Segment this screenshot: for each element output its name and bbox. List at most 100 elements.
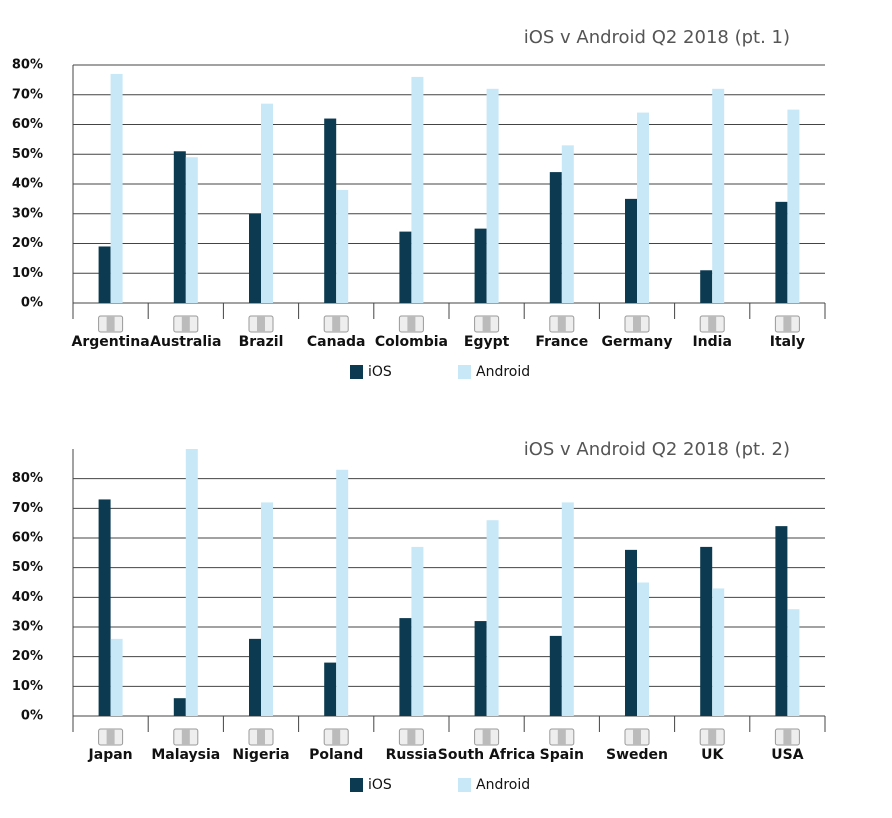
bar (336, 469, 349, 716)
bar (173, 151, 186, 303)
y-tick-label: 40% (12, 590, 43, 605)
y-tick-label: 10% (12, 266, 43, 281)
flag-stripe (332, 729, 341, 745)
bar (486, 520, 499, 716)
flag-stripe (257, 729, 265, 745)
bar (637, 112, 649, 303)
flag-stripe (407, 729, 416, 745)
y-tick-label: 80% (12, 471, 43, 486)
x-tick-label: Argentina (72, 334, 150, 350)
bar (399, 618, 412, 716)
x-tick-label: India (692, 334, 731, 350)
x-tick-label: UK (701, 747, 724, 763)
y-tick-label: 10% (12, 679, 43, 694)
legend-label: Android (476, 364, 530, 380)
bar (324, 662, 337, 716)
x-tick-label: South Africa (438, 747, 536, 763)
y-tick-label: 70% (12, 87, 43, 102)
x-tick-label: Russia (386, 747, 438, 763)
chart-title: iOS v Android Q2 2018 (pt. 1) (524, 27, 790, 48)
bar (700, 546, 713, 716)
flag-stripe (557, 316, 566, 332)
x-tick-label: Colombia (375, 334, 448, 350)
flag-stripe (106, 729, 115, 745)
bar (110, 638, 123, 716)
bar (185, 449, 198, 716)
x-tick-label: Nigeria (232, 747, 289, 763)
bar (787, 109, 800, 303)
bar (411, 546, 424, 716)
x-tick-label: Malaysia (151, 747, 220, 763)
bar (336, 189, 349, 303)
x-tick-label: Australia (150, 334, 221, 350)
bar (324, 118, 337, 303)
bar (775, 201, 788, 303)
y-tick-label: 70% (12, 501, 43, 516)
y-tick-label: 50% (12, 147, 43, 162)
legend-label: Android (476, 777, 530, 793)
legend-label: iOS (368, 777, 392, 793)
y-tick-label: 20% (12, 649, 43, 664)
bar (185, 157, 198, 303)
y-tick-label: 50% (12, 560, 43, 575)
x-tick-label: Italy (770, 334, 805, 350)
flag-stripe (407, 316, 416, 332)
y-tick-label: 40% (12, 177, 43, 192)
bar (775, 526, 788, 716)
flag-stripe (482, 316, 491, 332)
flag-stripe (633, 316, 641, 332)
y-tick-label: 30% (12, 206, 43, 221)
bar (561, 145, 574, 303)
y-tick-label: 60% (12, 117, 43, 132)
x-tick-label: Poland (309, 747, 363, 763)
flag-stripe (332, 316, 341, 332)
bar (486, 88, 499, 303)
flag-stripe (181, 316, 190, 332)
legend-swatch (458, 778, 471, 792)
y-tick-label: 20% (12, 236, 43, 251)
bar (261, 103, 273, 303)
x-tick-label: Japan (88, 747, 133, 763)
legend-label: iOS (368, 364, 392, 380)
flag-stripe (783, 316, 792, 332)
y-tick-label: 80% (12, 58, 43, 73)
legend-swatch (458, 365, 471, 379)
x-tick-label: Germany (601, 334, 672, 350)
y-tick-label: 0% (21, 709, 43, 724)
flag-stripe (633, 729, 641, 745)
bar (712, 88, 725, 303)
legend-swatch (350, 365, 363, 379)
flag-stripe (708, 316, 717, 332)
flag-stripe (708, 729, 717, 745)
x-tick-label: Brazil (239, 334, 284, 350)
bar (712, 588, 725, 716)
y-tick-label: 30% (12, 620, 43, 635)
bar (249, 638, 261, 716)
x-tick-label: France (535, 334, 588, 350)
bar (474, 621, 487, 716)
x-tick-label: USA (771, 747, 803, 763)
bar (98, 246, 111, 303)
bar (700, 270, 713, 303)
bar (110, 73, 123, 303)
x-tick-label: Egypt (464, 334, 510, 350)
y-tick-label: 60% (12, 531, 43, 546)
flag-stripe (557, 729, 566, 745)
flag-stripe (783, 729, 792, 745)
flag-stripe (181, 729, 190, 745)
bar (549, 635, 562, 716)
bar (474, 228, 487, 303)
bar (637, 582, 649, 716)
bar (173, 698, 186, 716)
x-tick-label: Canada (307, 334, 366, 350)
bar (625, 198, 637, 303)
x-tick-label: Spain (540, 747, 584, 763)
legend-swatch (350, 778, 363, 792)
bar (549, 172, 562, 303)
x-tick-label: Sweden (606, 747, 668, 763)
y-tick-label: 0% (21, 296, 43, 311)
bar (625, 549, 637, 716)
bar (561, 502, 574, 716)
flag-stripe (106, 316, 115, 332)
